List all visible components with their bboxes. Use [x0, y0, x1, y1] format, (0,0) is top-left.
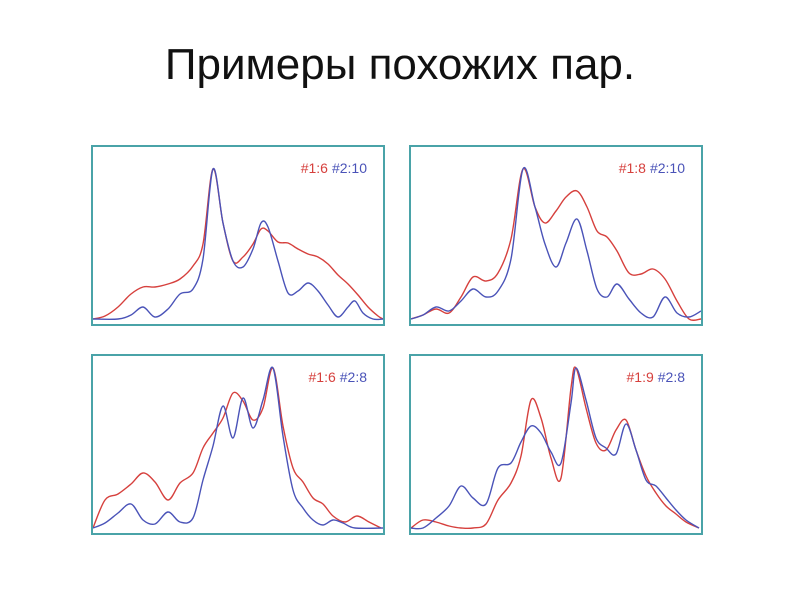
plot-area	[411, 166, 701, 322]
red-curve	[411, 366, 700, 530]
red-curve	[411, 168, 701, 322]
legend-red-label: #1:9	[626, 369, 654, 385]
slide-title: Примеры похожих пар.	[164, 40, 636, 89]
legend: #1:9 #2:8	[627, 369, 686, 385]
plot-panel-top-left: #1:6 #2:10	[91, 145, 385, 326]
legend: #1:6 #2:8	[309, 369, 368, 385]
blue-curve	[93, 366, 383, 530]
plot-area	[411, 366, 700, 530]
legend-red-label: #1:6	[300, 160, 328, 176]
legend-blue-label: #2:10	[649, 160, 685, 176]
blue-curve	[411, 166, 701, 320]
plot-panel-bottom-right: #1:9 #2:8	[409, 354, 703, 535]
red-curve	[93, 367, 382, 529]
plot-area	[93, 366, 383, 530]
legend-blue-label: #2:8	[339, 369, 367, 385]
red-curve	[93, 168, 383, 320]
legend: #1:8 #2:10	[619, 160, 685, 176]
blue-curve	[411, 367, 700, 530]
plot-area	[93, 168, 383, 321]
legend-blue-label: #2:8	[657, 369, 685, 385]
legend-blue-label: #2:10	[331, 160, 367, 176]
plot-panel-top-right: #1:8 #2:10	[409, 145, 703, 326]
blue-curve	[93, 168, 383, 321]
legend-red-label: #1:8	[618, 160, 646, 176]
plot-panel-bottom-left: #1:6 #2:8	[91, 354, 385, 535]
legend: #1:6 #2:10	[301, 160, 367, 176]
legend-red-label: #1:6	[308, 369, 336, 385]
